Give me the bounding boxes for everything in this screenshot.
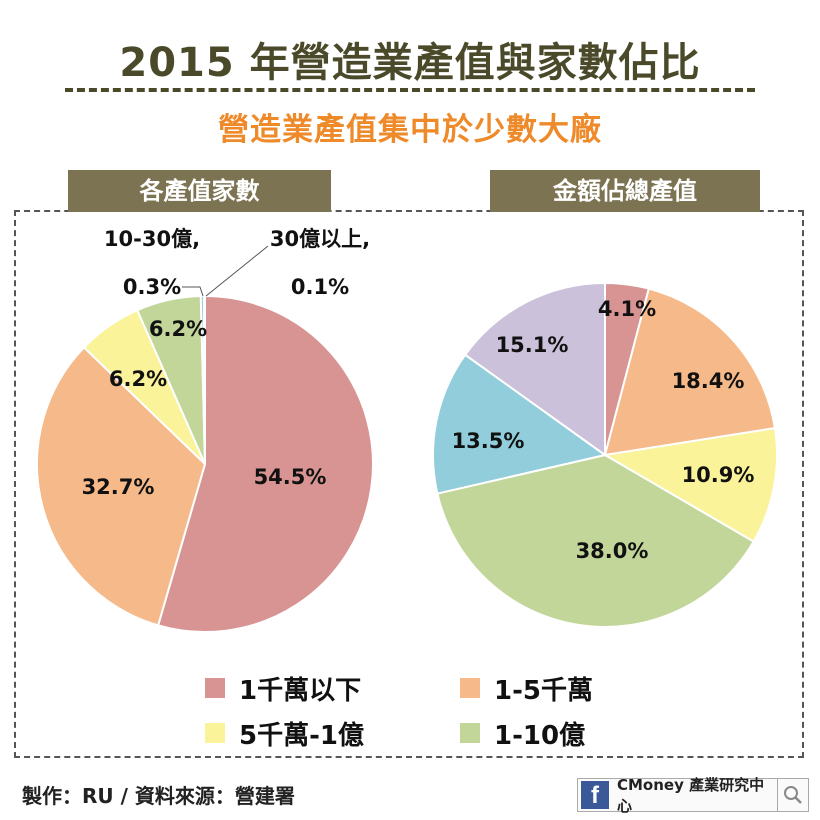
pie-slice-6	[202, 294, 206, 465]
legend-swatch	[460, 678, 480, 698]
legend-label: 1-5千萬	[494, 675, 593, 706]
leader-line	[205, 245, 269, 297]
pie-slice-6	[463, 281, 606, 457]
pie-data-label-2: 18.4%	[672, 369, 745, 393]
pie-data-label-2: 32.7%	[82, 475, 155, 499]
pie-data-label-4: 38.0%	[576, 539, 649, 563]
left-panel-header: 各產值家數	[68, 170, 331, 212]
pie-data-label-5: 0.3%	[123, 275, 181, 299]
brand-badge[interactable]: f CMoney 產業研究中心	[577, 776, 809, 815]
legend-item-3: 5千萬-1億	[205, 713, 364, 753]
pie-data-label-6: 30億以上,	[270, 227, 370, 251]
pie-data-label-4: 6.2%	[149, 317, 207, 341]
pie-data-label-1: 54.5%	[254, 465, 327, 489]
pie-slice-1	[156, 294, 374, 633]
search-icon[interactable]	[777, 779, 808, 811]
right-panel-header: 金額佔總產值	[490, 170, 760, 212]
pie-slice-2	[36, 346, 207, 627]
legend-item-1: 1千萬以下	[205, 668, 361, 708]
legend-swatch	[460, 723, 480, 743]
pie-chart-household-count: 54.5% 32.7% 6.2% 6.2% 10-30億, 0.3% 30億以上, 0.1%	[36, 227, 374, 633]
leader-line	[182, 286, 204, 297]
pie-data-label-5: 13.5%	[452, 429, 525, 453]
legend-label: 5千萬-1億	[239, 720, 364, 751]
brand-name: CMoney 產業研究中心	[617, 776, 765, 815]
pie-slice-3	[602, 426, 778, 543]
pie-data-label-6: 15.1%	[496, 333, 569, 357]
pie-data-label-5: 10-30億,	[104, 227, 200, 251]
page-subtitle: 營造業產值集中於少數大廠	[218, 112, 602, 148]
legend-label: 1千萬以下	[239, 675, 362, 706]
legend-item-2: 1-5千萬	[460, 668, 593, 708]
chart-frame	[14, 210, 804, 758]
pie-data-label-6: 0.1%	[291, 275, 349, 299]
footer-credit: 製作：RU / 資料來源：營建署	[22, 784, 295, 808]
pie-data-label-1: 4.1%	[598, 297, 656, 321]
legend: 1千萬以下 1-5千萬 5千萬-1億 1-10億	[205, 668, 645, 758]
legend-label: 1-10億	[494, 720, 586, 751]
legend-swatch	[205, 723, 225, 743]
page-title: 2015 年營造業產值與家數佔比	[119, 40, 701, 86]
legend-swatch	[205, 678, 225, 698]
title-divider	[65, 88, 755, 92]
pie-slice-4	[436, 453, 755, 628]
facebook-icon: f	[581, 781, 609, 809]
pie-slice-5	[432, 353, 608, 495]
pie-data-label-3: 10.9%	[682, 463, 755, 487]
pie-chart-output-share: 4.1% 18.4% 10.9% 38.0% 13.5% 15.1%	[432, 281, 778, 628]
pie-data-label-3: 6.2%	[109, 367, 167, 391]
legend-item-4: 1-10億	[460, 713, 585, 753]
pie-slice-2	[603, 287, 777, 457]
